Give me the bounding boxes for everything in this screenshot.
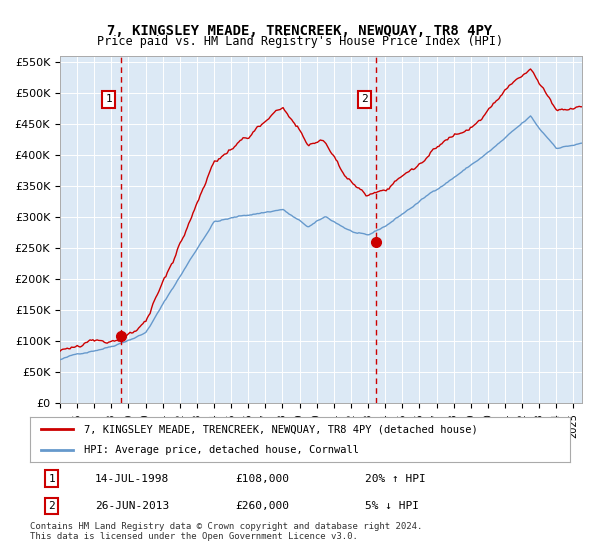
Text: Price paid vs. HM Land Registry's House Price Index (HPI): Price paid vs. HM Land Registry's House … xyxy=(97,35,503,48)
Text: £260,000: £260,000 xyxy=(235,501,289,511)
Text: 26-JUN-2013: 26-JUN-2013 xyxy=(95,501,169,511)
Text: 20% ↑ HPI: 20% ↑ HPI xyxy=(365,474,425,483)
Text: Contains HM Land Registry data © Crown copyright and database right 2024.
This d: Contains HM Land Registry data © Crown c… xyxy=(30,522,422,542)
Text: 7, KINGSLEY MEADE, TRENCREEK, NEWQUAY, TR8 4PY: 7, KINGSLEY MEADE, TRENCREEK, NEWQUAY, T… xyxy=(107,24,493,38)
Text: £108,000: £108,000 xyxy=(235,474,289,483)
Text: 2: 2 xyxy=(48,501,55,511)
Text: 5% ↓ HPI: 5% ↓ HPI xyxy=(365,501,419,511)
Text: HPI: Average price, detached house, Cornwall: HPI: Average price, detached house, Corn… xyxy=(84,445,359,455)
Text: 2: 2 xyxy=(361,95,368,104)
Text: 1: 1 xyxy=(105,95,112,104)
Text: 7, KINGSLEY MEADE, TRENCREEK, NEWQUAY, TR8 4PY (detached house): 7, KINGSLEY MEADE, TRENCREEK, NEWQUAY, T… xyxy=(84,424,478,435)
Text: 1: 1 xyxy=(48,474,55,483)
Text: 14-JUL-1998: 14-JUL-1998 xyxy=(95,474,169,483)
